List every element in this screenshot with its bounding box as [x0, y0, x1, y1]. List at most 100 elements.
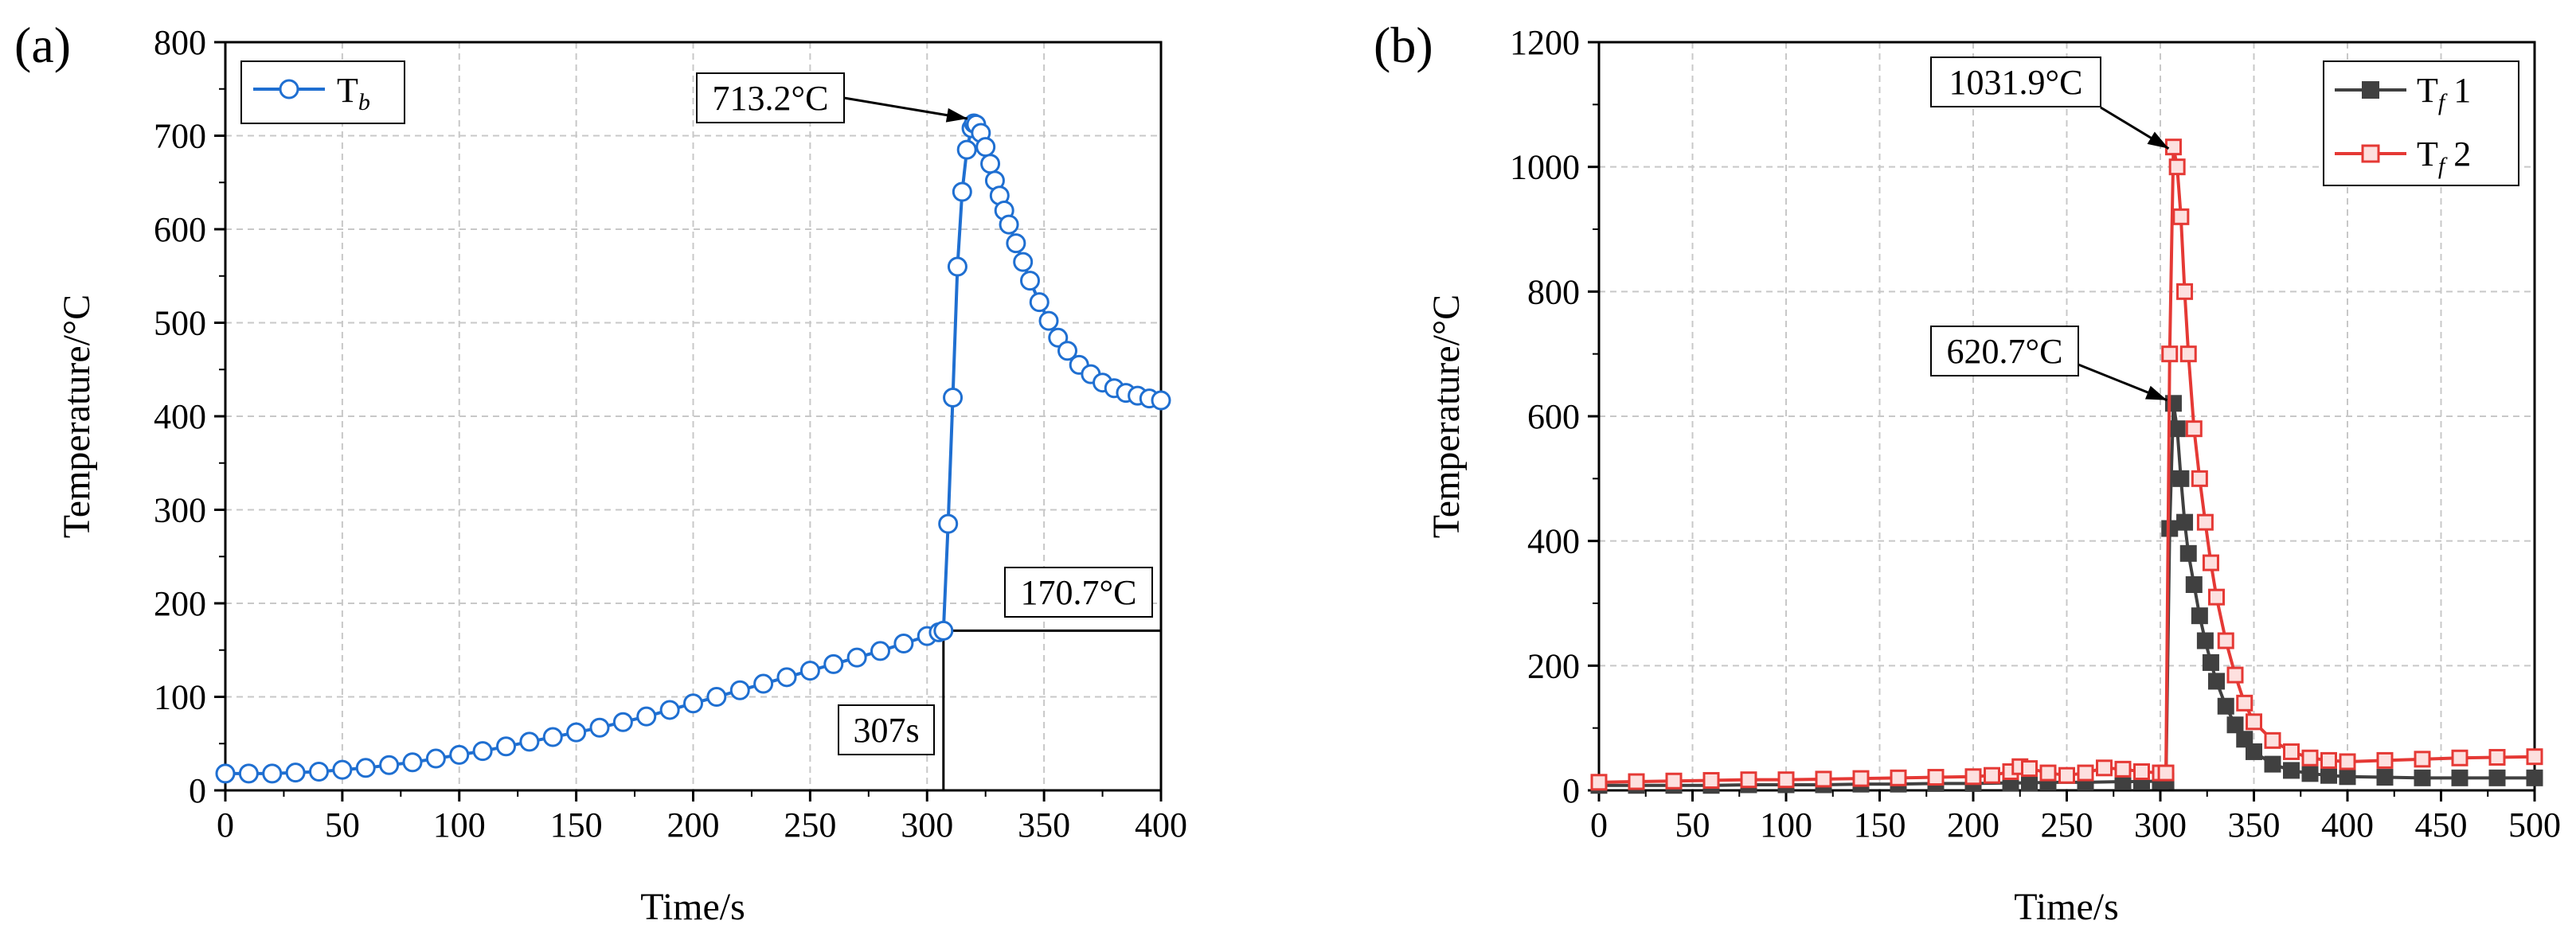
- data-point-tf2: [2185, 420, 2203, 438]
- data-point-tb: [846, 647, 867, 668]
- data-point-tf1: [2236, 731, 2254, 748]
- data-point-tb: [729, 680, 750, 700]
- data-point-tb: [938, 513, 959, 534]
- data-point-tf2: [2157, 764, 2175, 782]
- data-point-tb: [542, 727, 563, 747]
- data-point-tb: [402, 752, 423, 773]
- data-point-tf2: [1927, 769, 1945, 786]
- data-point-tf2: [1984, 766, 2000, 784]
- y-tick-label: 300: [154, 491, 206, 530]
- data-point-tf2: [2283, 743, 2300, 760]
- data-point-tf1: [2488, 769, 2506, 786]
- y-tick-label: 1200: [1510, 23, 1580, 62]
- data-point-tb: [1020, 271, 1040, 291]
- legend-a: Tb: [240, 60, 405, 124]
- x-tick-label: 100: [1760, 805, 1812, 844]
- annotation-layer-a: 713.2°C 170.7°C 307s: [696, 72, 1153, 755]
- data-point-tf2: [1815, 770, 1832, 788]
- legend-label-tf2: Tf 2: [2417, 135, 2471, 179]
- legend-b: Tf 1 Tf 2: [2323, 60, 2519, 186]
- y-tick-label: 400: [154, 397, 206, 436]
- data-point-tf1: [2021, 774, 2038, 792]
- y-tick-label: 700: [154, 117, 206, 156]
- data-point-tf2: [2161, 345, 2179, 363]
- data-point-tf1: [2185, 576, 2203, 593]
- x-tick-label: 0: [1590, 805, 1608, 844]
- data-point-tb: [933, 620, 954, 641]
- data-point-tf2: [2264, 731, 2281, 749]
- data-point-tf1: [2451, 769, 2469, 786]
- data-point-tf2: [2191, 470, 2208, 487]
- x-tick-label: 250: [2041, 805, 2093, 844]
- data-point-tf2: [2021, 760, 2038, 778]
- y-tick-label: 800: [1527, 272, 1580, 311]
- data-point-tb: [519, 731, 540, 752]
- x-tick-label: 500: [2508, 805, 2561, 844]
- y-tick-label: 200: [1527, 646, 1580, 685]
- data-point-tf2: [2246, 713, 2262, 731]
- data-point-tb: [975, 137, 996, 158]
- data-point-tf1: [2226, 716, 2244, 734]
- data-point-tb: [355, 758, 376, 778]
- legend-box-a: [240, 60, 405, 124]
- data-point-tf2: [2488, 748, 2506, 766]
- annotation-onset-temp-a: 170.7°C: [1021, 573, 1137, 612]
- annotation-arrow-peak-a-shaft: [843, 96, 968, 120]
- x-tick-label: 300: [901, 805, 953, 844]
- y-tick-label: 0: [1562, 771, 1580, 810]
- data-point-tf2: [2301, 749, 2319, 766]
- y-tick-label: 200: [154, 584, 206, 623]
- data-point-tf1: [2339, 768, 2356, 786]
- annotation-arrow-peak-tf2-head: [2147, 131, 2169, 149]
- data-point-tb: [659, 700, 680, 720]
- data-point-tb: [956, 139, 977, 160]
- y-tick-label: 800: [154, 23, 206, 62]
- data-point-tb: [706, 687, 727, 707]
- annotation-onset-time-a-box: [838, 704, 935, 755]
- series-layer-b: [1590, 138, 2543, 794]
- data-point-tf2: [2133, 763, 2150, 780]
- x-tick-label: 50: [325, 805, 360, 844]
- x-tick-label: 350: [1018, 805, 1070, 844]
- data-point-tf1: [2172, 470, 2190, 487]
- data-point-tb: [1006, 233, 1026, 254]
- x-tick-label: 150: [1854, 805, 1906, 844]
- axis-ticks-a: 0 50 100 150 200 250 300 350 400 0 100 200 300 400 500…: [154, 23, 1187, 844]
- data-point-tf2: [2217, 632, 2234, 649]
- data-point-tf2: [2077, 764, 2094, 782]
- y-axis-label-a: Temperature/°C: [56, 294, 98, 538]
- data-point-tf2: [2168, 158, 2186, 176]
- data-point-tf1: [2168, 420, 2186, 438]
- x-tick-label: 350: [2228, 805, 2281, 844]
- data-point-tb: [799, 661, 820, 681]
- annotation-peak-tf2: 1031.9°C: [1949, 63, 2083, 102]
- data-point-tb: [1038, 310, 1059, 331]
- data-point-tf2: [2164, 138, 2182, 156]
- data-point-tf1: [2283, 762, 2300, 779]
- axis-ticks-b: 0 50 100 150 200 250 300 350 400 450 500 0 200 400 600…: [1510, 23, 2561, 844]
- data-point-tf2: [2202, 554, 2219, 571]
- x-tick-label: 100: [433, 805, 486, 844]
- data-point-tf1: [2320, 766, 2337, 784]
- chart-panel-a: (a) 0 50 100 150 200 250 300 350 400 0 100 200 300 40…: [14, 17, 1187, 928]
- x-tick-label: 400: [1135, 805, 1187, 844]
- annotation-arrow-peak-tf1-head: [2144, 385, 2168, 400]
- data-point-tf1: [2301, 765, 2319, 782]
- data-point-tb: [262, 763, 283, 784]
- data-point-tb: [1057, 341, 1077, 361]
- data-point-tf2: [2339, 753, 2356, 770]
- data-point-tb: [776, 667, 797, 688]
- data-point-tf2: [2414, 751, 2431, 768]
- y-tick-label: 1000: [1510, 148, 1580, 187]
- annotation-peak-tf1: 620.7°C: [1947, 332, 2063, 371]
- data-point-tb: [1048, 327, 1069, 348]
- data-point-tf2: [2176, 283, 2194, 300]
- y-tick-label: 100: [154, 678, 206, 717]
- data-point-tf2: [2039, 764, 2057, 782]
- data-point-tb: [425, 748, 446, 769]
- legend-box-b: [2323, 60, 2519, 186]
- data-point-tb: [943, 388, 964, 408]
- data-point-tb: [636, 706, 657, 727]
- data-point-tb: [472, 741, 493, 762]
- data-point-tf2: [1740, 771, 1757, 789]
